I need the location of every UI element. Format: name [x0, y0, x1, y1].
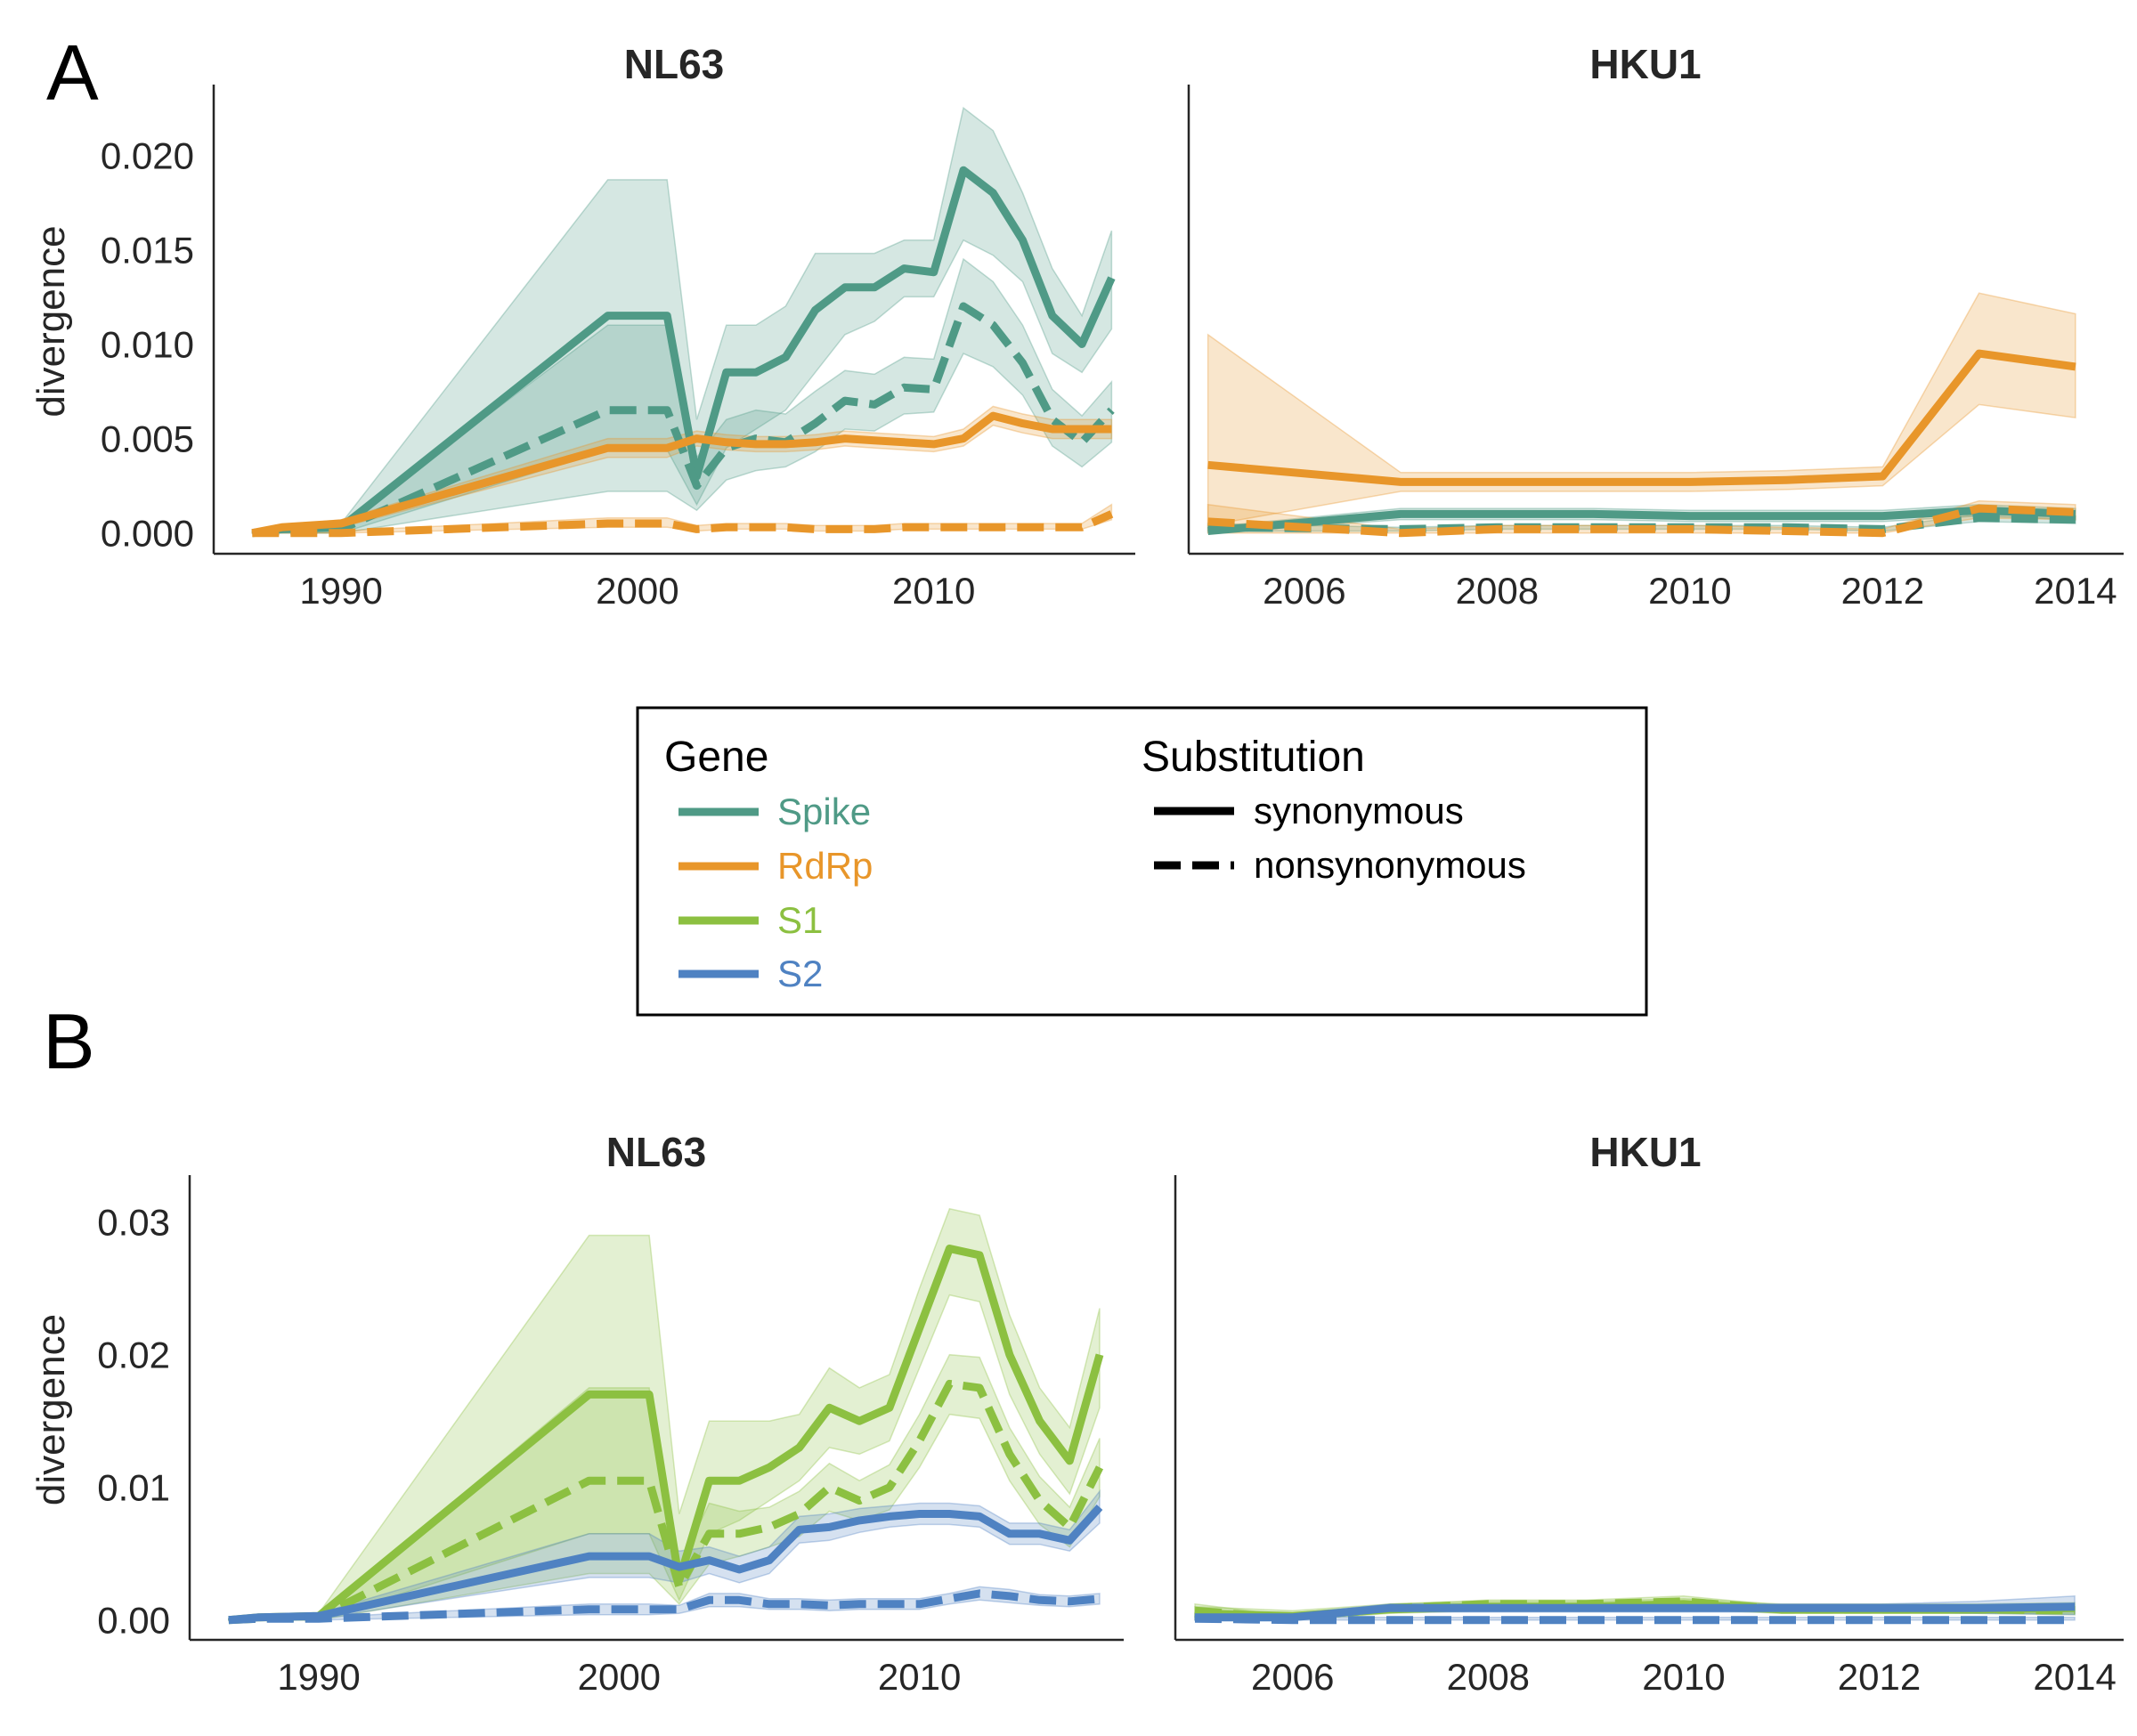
chart-title-2-nl63: NL63 — [606, 1129, 706, 1175]
y-tick-label-0-nl63: 0.000 — [101, 513, 194, 555]
chart-b-nl63: NL63 divergence 1990 2000 2010 0.00 0.01 0.02 0.… — [29, 1129, 1124, 1698]
x-tick-label-3-hku1: 2008 — [1447, 1656, 1530, 1698]
series-line-rdrp-nonsynonymous-1-hku1 — [1207, 504, 2076, 538]
x-tick-label-2-nl63: 2000 — [578, 1656, 661, 1698]
legend-gene-title: Gene — [664, 734, 768, 781]
x-tick-label-1-hku1: 2014 — [2034, 570, 2117, 612]
x-tick-label-0-nl63: 1990 — [299, 570, 382, 612]
y-tick-label-2-nl63: 0.03 — [97, 1202, 170, 1244]
legend-label-nonsynonymous: nonsynonymous — [1254, 844, 1526, 886]
y-tick-label-0-nl63: 0.020 — [101, 134, 194, 176]
y-tick-label-0-nl63: 0.005 — [101, 418, 194, 460]
legend-frame — [636, 706, 1648, 1017]
x-tick-label-1-hku1: 2008 — [1456, 570, 1539, 612]
legend-label-rdrp: RdRp — [777, 845, 873, 887]
x-tick-label-1-hku1: 2006 — [1263, 570, 1345, 612]
series-line-s2-synonymous-2-nl63 — [228, 1504, 1103, 1625]
legend-label-s2: S2 — [777, 953, 823, 994]
legend: Gene Substitution Spike RdRp S1 S2 synon… — [636, 706, 1648, 1017]
series-line-s2-synonymous-3-hku1 — [1195, 1602, 2076, 1622]
x-tick-label-3-hku1: 2012 — [1838, 1656, 1921, 1698]
series-line-rdrp-nonsynonymous-0-nl63 — [252, 510, 1114, 538]
legend-substitution-title: Substitution — [1142, 734, 1365, 781]
y-axis-label-2-nl63: divergence — [29, 1314, 73, 1505]
ci-band-rdrp-synonymous-1-hku1 — [1207, 292, 2076, 527]
series-line-spike-synonymous-1-hku1 — [1207, 506, 2076, 535]
series-line-s2-nonsynonymous-3-hku1 — [1194, 1614, 2076, 1625]
chart-title-3-hku1: HKU1 — [1589, 1129, 1701, 1175]
panel-letter-b: B — [43, 997, 95, 1085]
x-tick-label-3-hku1: 2010 — [1642, 1656, 1725, 1698]
x-tick-label-3-hku1: 2006 — [1251, 1656, 1334, 1698]
series-line-spike-synonymous-0-nl63 — [251, 166, 1116, 538]
x-tick-label-1-hku1: 2010 — [1648, 570, 1731, 612]
panel-letter-a: A — [46, 28, 99, 117]
x-tick-label-1-hku1: 2012 — [1841, 570, 1924, 612]
y-tick-label-2-nl63: 0.02 — [97, 1334, 170, 1376]
chart-a-nl63: NL63 divergence 1990 2000 2010 0.000 0.005 0.01… — [29, 41, 1135, 612]
series-line-s2-nonsynonymous-2-nl63 — [228, 1589, 1101, 1625]
chart-title-1-hku1: HKU1 — [1589, 41, 1701, 87]
chart-b-hku1: HKU1 2006 2008 2010 2012 2014 — [1174, 1129, 2124, 1698]
series-line-s1-synonymous-2-nl63 — [228, 1245, 1104, 1625]
chart-title-0-nl63: NL63 — [624, 41, 724, 87]
series-line-s1-nonsynonymous-2-nl63 — [228, 1379, 1104, 1625]
y-tick-label-2-nl63: 0.00 — [97, 1600, 170, 1642]
x-tick-label-0-nl63: 2000 — [596, 570, 678, 612]
series-line-spike-nonsynonymous-0-nl63 — [252, 302, 1115, 538]
x-tick-label-3-hku1: 2014 — [2033, 1656, 2116, 1698]
legend-label-spike: Spike — [777, 791, 871, 832]
chart-a-hku1: HKU1 2006 2008 2010 2012 2014 — [1187, 41, 2124, 612]
series-line-rdrp-synonymous-1-hku1 — [1207, 349, 2076, 486]
y-tick-label-2-nl63: 0.01 — [97, 1467, 170, 1509]
y-axis-label-0-nl63: divergence — [29, 225, 73, 417]
legend-label-synonymous: synonymous — [1254, 790, 1464, 831]
x-tick-label-2-nl63: 2010 — [878, 1656, 961, 1698]
y-tick-label-0-nl63: 0.010 — [101, 323, 194, 365]
series-line-rdrp-synonymous-0-nl63 — [251, 411, 1112, 538]
y-tick-label-0-nl63: 0.015 — [101, 229, 194, 271]
legend-label-s1: S1 — [777, 899, 823, 941]
x-tick-label-0-nl63: 2010 — [892, 570, 975, 612]
x-tick-label-2-nl63: 1990 — [277, 1656, 360, 1698]
